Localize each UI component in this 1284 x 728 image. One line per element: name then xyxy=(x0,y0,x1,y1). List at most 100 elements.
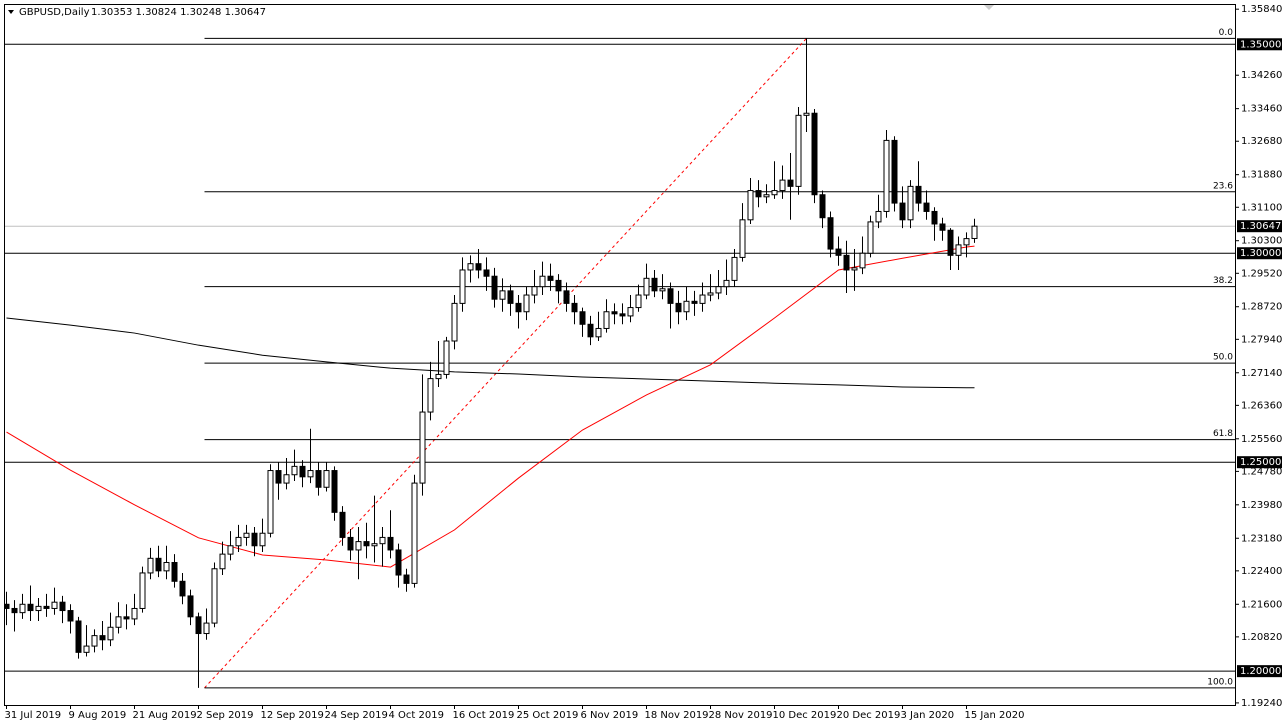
fibo-label: 50.0 xyxy=(1213,353,1233,363)
candle-body xyxy=(915,185,922,204)
candle-body xyxy=(563,290,570,304)
x-tick-label: 10 Dec 2019 xyxy=(773,710,837,721)
candle-body xyxy=(163,561,170,572)
candle-body xyxy=(947,229,954,256)
candle-body xyxy=(179,580,186,597)
level-label: 1.20000 xyxy=(1240,666,1281,677)
x-tick-label: 24 Sep 2019 xyxy=(325,710,388,721)
candle-body xyxy=(611,311,618,315)
candle-body xyxy=(459,269,466,304)
candle-body xyxy=(795,114,802,187)
candle-body xyxy=(75,620,82,653)
y-tick-label: 1.27140 xyxy=(1241,368,1282,379)
candle-body xyxy=(883,139,890,212)
candle-body xyxy=(787,179,794,187)
candle-body xyxy=(411,482,418,584)
candle-body xyxy=(139,572,146,609)
fibo-label: 0.0 xyxy=(1219,28,1234,38)
candle-body xyxy=(803,112,810,116)
candle-body xyxy=(267,470,274,534)
level-label: 1.25000 xyxy=(1240,457,1281,468)
candle-body xyxy=(259,532,266,547)
candle-body xyxy=(547,275,554,281)
shift-marker xyxy=(984,5,994,10)
level-label-box xyxy=(1237,38,1282,51)
y-tick-label: 1.19240 xyxy=(1241,698,1282,709)
y-tick-label: 1.23180 xyxy=(1241,533,1282,544)
candle-body xyxy=(747,190,754,221)
candle-body xyxy=(307,470,314,478)
y-tick-label: 1.31880 xyxy=(1241,170,1282,181)
candle-body xyxy=(387,536,394,551)
plot-frame xyxy=(4,4,1236,706)
candle-body xyxy=(147,557,154,574)
candle-body xyxy=(43,605,50,609)
candle-body xyxy=(171,561,178,582)
current-price-box xyxy=(1237,220,1282,233)
y-tick-label: 1.22400 xyxy=(1241,566,1282,577)
y-tick-label: 1.23980 xyxy=(1241,500,1282,511)
x-tick-label: 21 Aug 2019 xyxy=(133,710,197,721)
candle-body xyxy=(867,221,874,254)
candle-body xyxy=(379,536,386,545)
candle-body xyxy=(371,543,378,547)
candle-body xyxy=(555,279,562,292)
fibo-label: 38.2 xyxy=(1213,276,1233,286)
candle-body xyxy=(187,595,194,618)
candle-body xyxy=(851,267,858,271)
candle-body xyxy=(755,190,762,198)
candle-body xyxy=(427,378,434,413)
x-tick-label: 28 Nov 2019 xyxy=(709,710,773,721)
candle-body xyxy=(347,536,354,551)
candle-body xyxy=(859,252,866,269)
candle-body xyxy=(59,601,66,612)
x-tick-label: 2 Sep 2019 xyxy=(197,710,254,721)
candle-body xyxy=(107,626,114,641)
candle-body xyxy=(931,210,938,225)
y-tick-label: 1.28720 xyxy=(1241,302,1282,313)
x-tick-label: 20 Dec 2019 xyxy=(837,710,901,721)
candle-body xyxy=(659,288,666,292)
candle-body xyxy=(955,244,962,256)
candle-body xyxy=(635,294,642,309)
candle-body xyxy=(315,470,322,488)
candle-body xyxy=(827,217,834,250)
candle-body xyxy=(595,327,602,338)
candle-body xyxy=(291,465,298,476)
menu-arrow[interactable] xyxy=(8,10,14,14)
y-tick-label: 1.27940 xyxy=(1241,334,1282,345)
candle-body xyxy=(251,532,258,547)
fibo-label: 61.8 xyxy=(1213,429,1233,439)
x-tick-label: 15 Jan 2020 xyxy=(965,710,1025,721)
candle-body xyxy=(35,605,42,612)
candle-body xyxy=(403,574,410,584)
candle-body xyxy=(435,373,442,380)
candle-body xyxy=(731,256,738,281)
candle-body xyxy=(723,279,730,288)
candle-body xyxy=(339,511,346,538)
candle-body xyxy=(619,313,626,317)
candle-body xyxy=(11,607,18,614)
candle-body xyxy=(211,568,218,624)
candle-body xyxy=(491,275,498,300)
candle-body xyxy=(451,302,458,342)
y-tick-label: 1.25560 xyxy=(1241,434,1282,445)
x-tick-label: 18 Nov 2019 xyxy=(645,710,709,721)
candle-body xyxy=(699,294,706,304)
candle-body xyxy=(627,307,634,317)
x-tick-label: 9 Aug 2019 xyxy=(69,710,127,721)
candle-body xyxy=(939,223,946,231)
candle-body xyxy=(675,302,682,313)
candle-body xyxy=(203,622,210,635)
candle-body xyxy=(67,610,74,622)
candle-body xyxy=(539,275,546,288)
x-tick-label: 25 Oct 2019 xyxy=(517,710,579,721)
candle-body xyxy=(603,311,610,329)
candle-body xyxy=(5,603,10,609)
candle-body xyxy=(131,607,138,620)
x-tick-label: 31 Jul 2019 xyxy=(5,710,62,721)
candle-body xyxy=(443,340,450,375)
candle-body xyxy=(843,254,850,271)
candle-body xyxy=(275,470,282,484)
candle-body xyxy=(99,635,106,641)
